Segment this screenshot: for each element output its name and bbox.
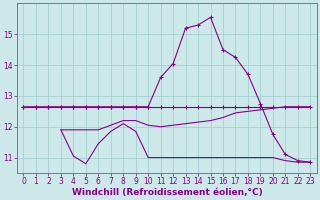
X-axis label: Windchill (Refroidissement éolien,°C): Windchill (Refroidissement éolien,°C) (72, 188, 262, 197)
